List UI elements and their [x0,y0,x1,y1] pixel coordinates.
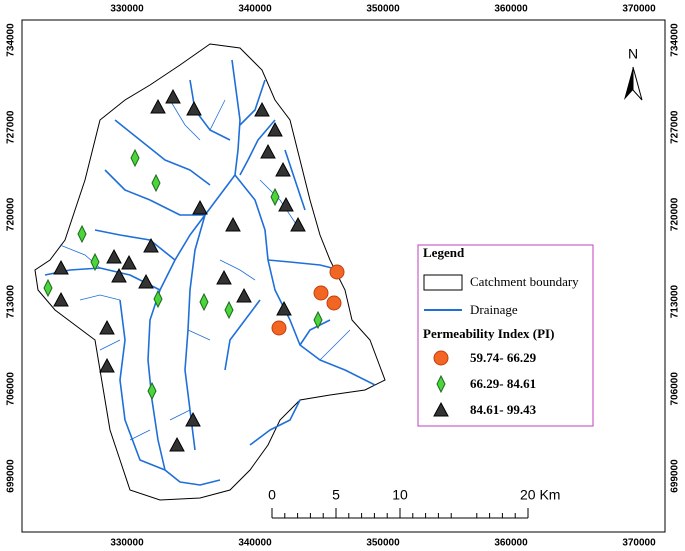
y-coordinate-label: 727000 [6,110,17,144]
pi-high-point [165,88,181,104]
pi-mid-point [130,148,140,168]
legend-boundary: Catchment boundary [470,274,579,289]
north-label: N [628,46,638,62]
y-coordinate-label: 699000 [6,459,17,493]
pi-high-point [53,291,69,307]
pi-high-point [121,254,137,270]
pi-high-point [150,98,166,114]
pi-high-point [169,436,185,452]
pi-high-point [99,357,115,373]
pi-high-point [111,267,127,283]
sample-points [43,88,345,452]
legend-class: 59.74- 66.29 [470,350,537,365]
x-coordinate-label: 370000 [622,538,656,549]
pi-high-point [185,411,201,427]
pi-low-point [326,295,342,311]
y-coordinate-label: 706000 [6,372,17,406]
y-coordinate-label: 713000 [6,284,17,318]
catchment-boundary [34,43,386,501]
pi-high-point [143,237,159,253]
legend: Legend Catchment boundary Drainage Perme… [417,244,594,427]
pi-low-point [313,285,329,301]
scale-label: 20 Km [520,487,560,503]
y-coordinate-label: 706000 [670,372,681,406]
pi-high-point [186,100,202,116]
pi-high-point [275,161,291,177]
y-coordinate-label: 720000 [6,197,17,231]
legend-class: 66.29- 84.61 [470,376,536,391]
x-coordinate-label: 340000 [238,538,272,549]
legend-class: 84.61- 99.43 [470,402,537,417]
x-coordinate-label: 370000 [622,4,656,15]
x-coordinate-label: 330000 [110,538,144,549]
y-coordinate-label: 699000 [670,459,681,493]
x-coordinate-label: 330000 [110,4,144,15]
pi-high-point [290,216,306,232]
pi-high-point [236,287,252,303]
scale-label: 0 [268,487,276,503]
pi-high-point [260,143,276,159]
pi-high-point [106,248,122,264]
pi-high-point [216,269,232,285]
scale-label: 5 [332,487,340,503]
pi-mid-point [151,173,161,193]
legend-drainage: Drainage [470,302,518,317]
pi-mid-point [77,224,87,244]
north-arrow: N [624,46,643,101]
pi-mid-point [224,300,234,320]
scale-bar: 0 5 10 20 Km [268,487,560,519]
pi-high-point [192,199,208,215]
y-coordinate-label: 734000 [670,23,681,57]
legend-pi-title: Permeability Index (PI) [423,326,554,341]
pi-mid-point [43,278,53,298]
pi-high-point [267,121,283,137]
pi-high-point [99,319,115,335]
x-coordinate-label: 360000 [494,538,528,549]
y-coordinate-label: 727000 [670,110,681,144]
pi-low-point [329,264,345,280]
pi-high-point [278,196,294,212]
x-coordinate-label: 350000 [366,538,400,549]
y-coordinate-label: 720000 [670,197,681,231]
legend-title: Legend [423,245,465,260]
y-coordinate-label: 734000 [6,23,17,57]
pi-high-point [254,101,270,117]
x-coordinate-label: 360000 [494,4,528,15]
scale-label: 10 [392,487,408,503]
pi-mid-point [199,292,209,312]
pi-mid-point [153,289,163,309]
pi-high-point [53,259,69,275]
pi-mid-point [313,310,323,330]
pi-high-point [276,300,292,316]
x-coordinate-label: 350000 [366,4,400,15]
pi-high-point [225,216,241,232]
pi-mid-point [270,187,280,207]
pi-mid-point [90,252,100,272]
pi-mid-point [147,381,157,401]
y-coordinate-label: 713000 [670,284,681,318]
pi-high-point [138,273,154,289]
pi-low-point [271,320,287,336]
x-coordinate-label: 340000 [238,4,272,15]
